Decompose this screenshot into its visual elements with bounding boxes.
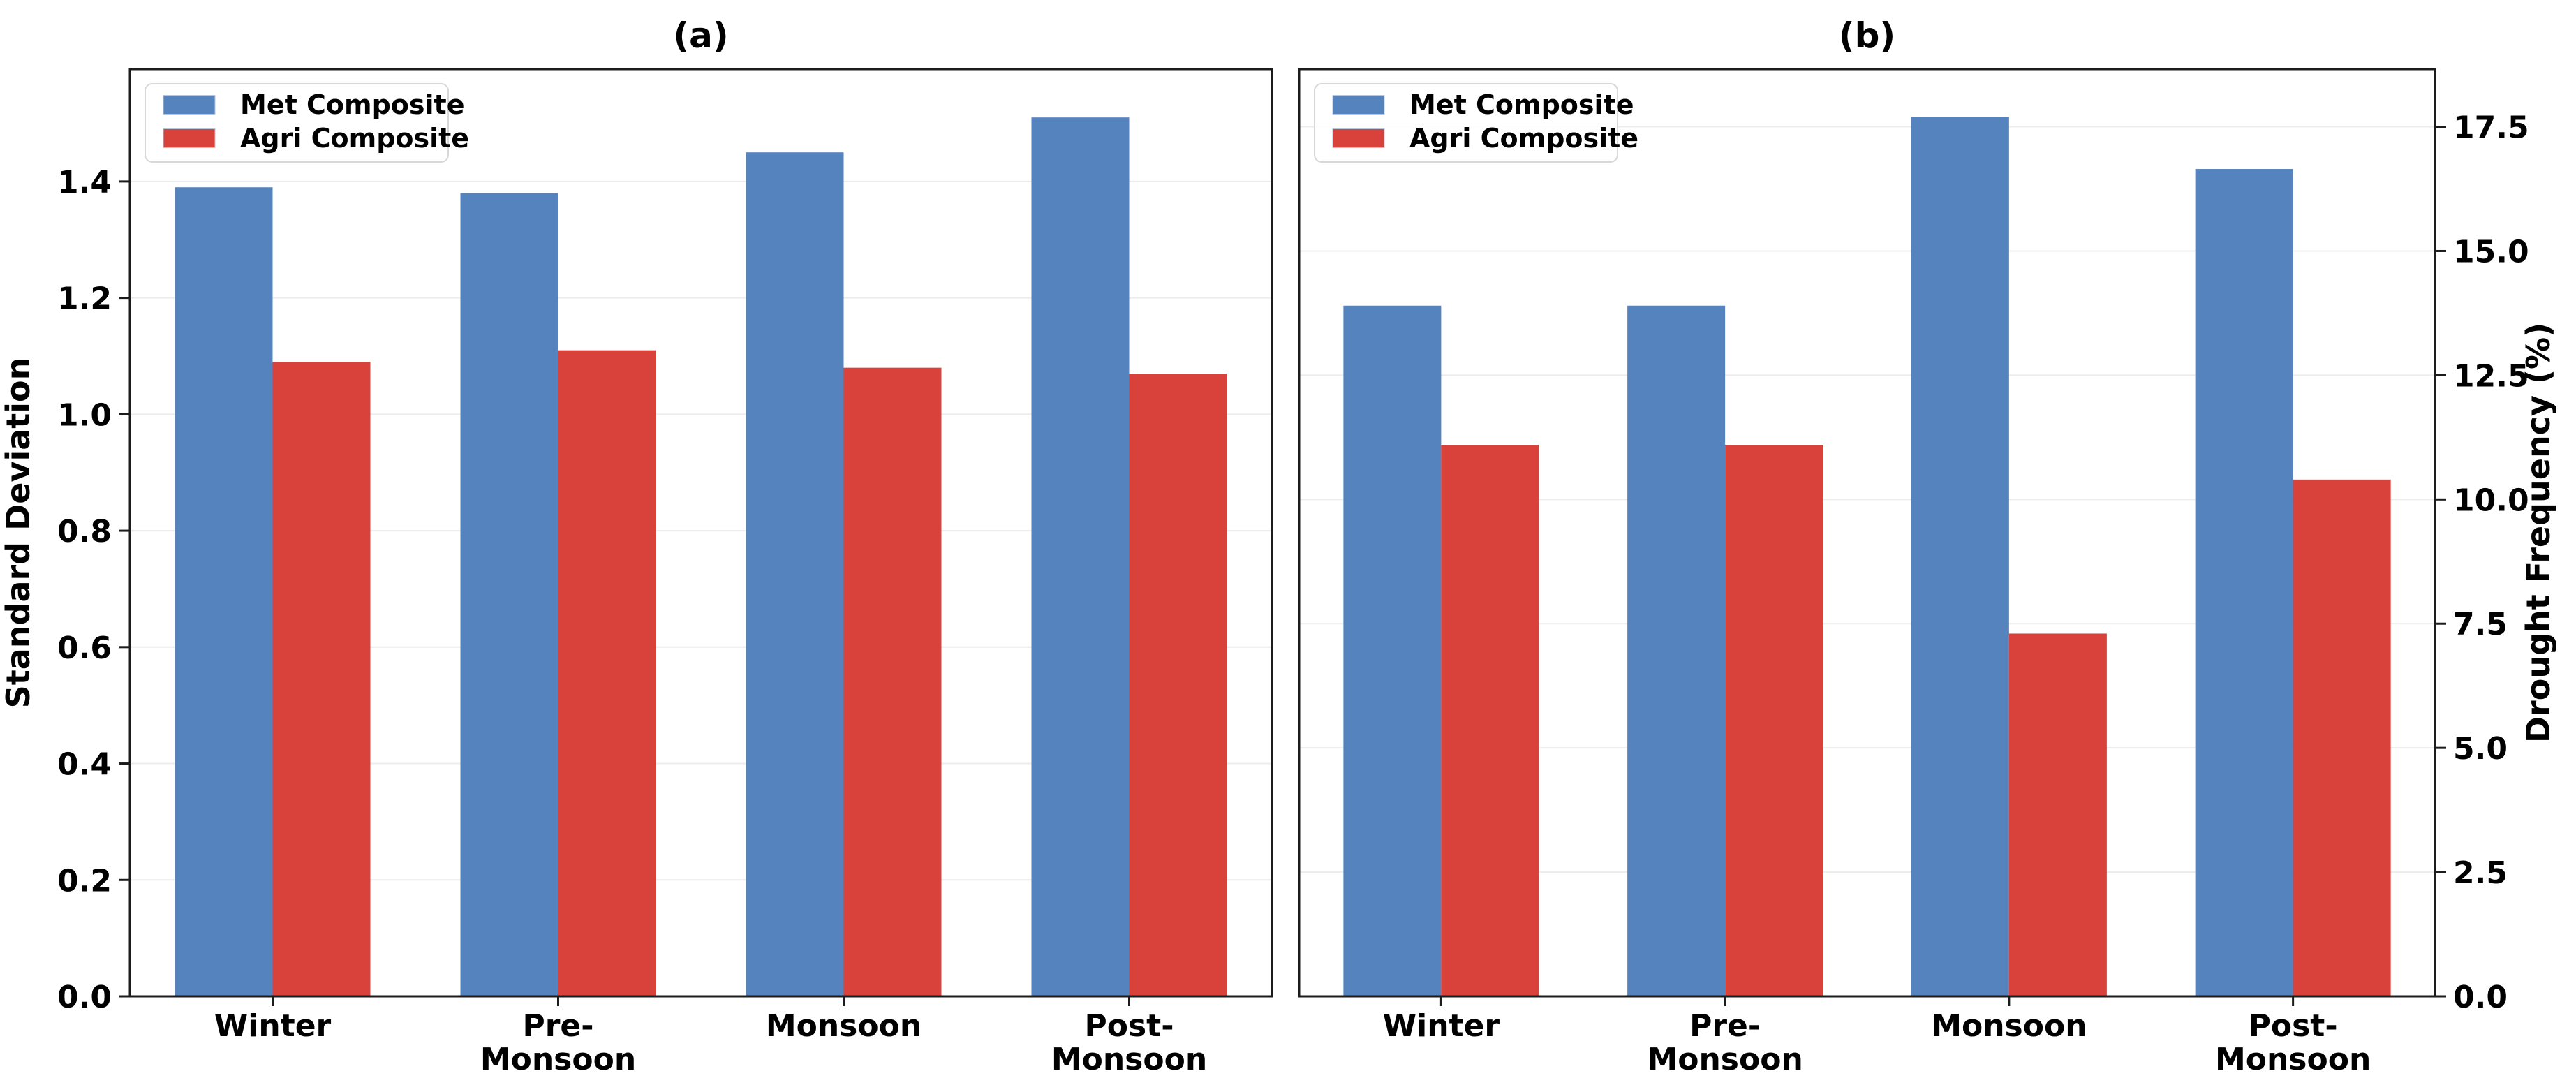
y-axis-label-a: Standard Deviation (0, 357, 37, 709)
bar-met-composite-winter (175, 187, 273, 997)
y-tick-label: 1.4 (57, 165, 112, 200)
y-tick-label: 1.2 (57, 281, 112, 317)
panel-title-b: (b) (1839, 15, 1896, 56)
x-tick-label-post-monsoon: Monsoon (1051, 1042, 1207, 1077)
legend-swatch-met-composite (1332, 95, 1385, 115)
x-tick-label-pre-monsoon: Monsoon (480, 1042, 636, 1077)
x-tick-label-post-monsoon: Post- (2249, 1008, 2338, 1044)
y-tick-label: 10.0 (2453, 482, 2529, 518)
legend-swatch-agri-composite (1332, 128, 1385, 148)
y-tick-label: 15.0 (2453, 234, 2529, 270)
y-tick-label: 2.5 (2453, 855, 2508, 891)
y-tick-label: 1.0 (57, 397, 112, 433)
legend-label-agri-composite: Agri Composite (240, 123, 469, 154)
y-tick-label: 17.5 (2453, 110, 2529, 146)
x-tick-label-pre-monsoon: Pre- (1689, 1008, 1761, 1044)
y-axis-label-b: Drought Frequency (%) (2519, 323, 2557, 743)
bar-met-composite-winter (1343, 305, 1442, 996)
bar-agri-composite-monsoon (2008, 633, 2107, 996)
legend-swatch-met-composite (163, 95, 216, 115)
y-tick-label: 0.4 (57, 747, 112, 783)
plot-border-a (128, 68, 1273, 998)
bar-met-composite-monsoon (746, 152, 844, 996)
panel-title-a: (a) (673, 15, 728, 56)
bar-met-composite-pre-monsoon (1627, 305, 1726, 996)
x-tick-label-pre-monsoon: Monsoon (1647, 1042, 1803, 1077)
bar-agri-composite-monsoon (843, 367, 942, 996)
y-tick-label: 12.5 (2453, 358, 2529, 394)
bar-agri-composite-pre-monsoon (558, 350, 656, 996)
bar-agri-composite-winter (1441, 445, 1539, 996)
bar-met-composite-post-monsoon (1031, 117, 1130, 996)
bar-agri-composite-post-monsoon (2293, 479, 2391, 996)
y-tick-label: 0.6 (57, 630, 112, 666)
bar-met-composite-monsoon (1911, 117, 2009, 997)
y-tick-label: 7.5 (2453, 607, 2508, 642)
y-tick-label: 0.8 (57, 514, 112, 549)
y-tick-label: 0.0 (57, 980, 112, 1015)
x-tick-label-post-monsoon: Post- (1085, 1008, 1174, 1044)
bar-agri-composite-post-monsoon (1129, 373, 1227, 996)
legend-box (145, 83, 449, 163)
x-tick-label-winter: Winter (1383, 1008, 1500, 1044)
legend-label-met-composite: Met Composite (1409, 89, 1634, 120)
x-tick-label-monsoon: Monsoon (1931, 1008, 2087, 1044)
x-tick-label-monsoon: Monsoon (766, 1008, 921, 1044)
legend-label-agri-composite: Agri Composite (1409, 123, 1638, 154)
bar-met-composite-post-monsoon (2195, 169, 2293, 997)
bar-met-composite-pre-monsoon (460, 193, 558, 996)
y-tick-label: 0.0 (2453, 980, 2508, 1015)
bar-agri-composite-pre-monsoon (1725, 445, 1823, 996)
x-tick-label-pre-monsoon: Pre- (522, 1008, 593, 1044)
y-tick-label: 5.0 (2453, 731, 2508, 767)
y-tick-label: 0.2 (57, 863, 112, 899)
legend-swatch-agri-composite (163, 128, 216, 148)
plot-border-b (1298, 68, 2436, 998)
x-tick-label-post-monsoon: Monsoon (2215, 1042, 2371, 1077)
bar-agri-composite-winter (272, 362, 371, 996)
legend-box (1314, 83, 1618, 163)
x-tick-label-winter: Winter (214, 1008, 332, 1044)
legend-label-met-composite: Met Composite (240, 89, 464, 120)
